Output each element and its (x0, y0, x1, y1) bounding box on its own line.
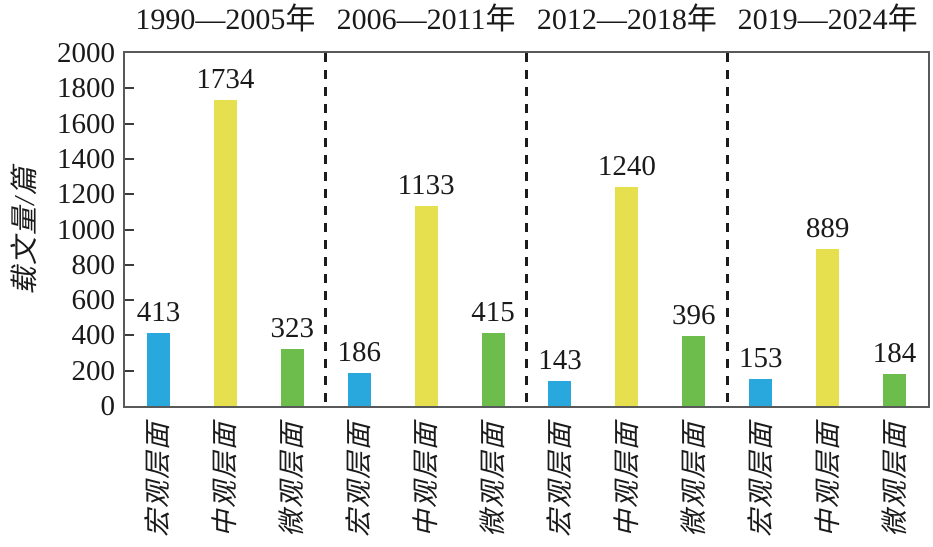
y-axis-tick-label: 0 (100, 390, 116, 422)
bar-value-label: 186 (337, 336, 381, 369)
y-axis-tick-label: 1800 (57, 72, 115, 105)
y-axis-tick (125, 157, 134, 160)
bar-value-label: 1240 (597, 150, 656, 183)
bar (883, 373, 907, 406)
y-axis-tick-label: 1600 (57, 107, 115, 140)
x-axis-tick-label: 宏观层面 (745, 421, 776, 537)
y-axis-tick (125, 228, 134, 231)
bar (213, 99, 237, 406)
group-period-label: 2006—2011年 (336, 3, 516, 36)
bar (146, 333, 170, 406)
bar-value-label: 143 (538, 343, 582, 376)
y-axis-tick-label: 800 (71, 248, 116, 281)
bar (749, 379, 773, 406)
x-axis-tick-label: 微观层面 (879, 421, 910, 537)
x-axis-tick-label: 微观层面 (478, 421, 509, 537)
bar-value-label: 413 (136, 296, 181, 329)
y-axis-tick-label: 1200 (57, 178, 115, 211)
x-axis-tick-label: 微观层面 (277, 421, 308, 537)
x-axis-tick-label: 中观层面 (210, 421, 241, 537)
bar (347, 373, 371, 406)
group-period-label: 2012—2018年 (536, 3, 717, 36)
x-axis-tick-label: 中观层面 (411, 421, 442, 537)
bar-value-label: 184 (872, 336, 917, 369)
bar-value-label: 1133 (397, 169, 455, 202)
bar-value-label: 889 (805, 212, 850, 245)
x-axis-tick-label: 中观层面 (611, 421, 642, 537)
bar (548, 380, 572, 406)
y-axis-tick-label: 1400 (57, 142, 115, 175)
y-axis-tick (125, 369, 134, 372)
bar-value-label: 153 (738, 341, 783, 374)
x-axis-tick-label: 宏观层面 (344, 421, 375, 537)
y-axis-tick-label: 200 (71, 354, 116, 387)
bar (481, 332, 505, 406)
y-axis-tick (125, 87, 134, 90)
y-axis-tick-label: 2000 (57, 37, 115, 69)
bar-value-label: 396 (672, 299, 716, 332)
x-axis-tick-label: 微观层面 (678, 421, 709, 537)
y-axis-tick-label: 1000 (57, 213, 115, 246)
x-axis-tick-label: 宏观层面 (544, 421, 575, 537)
bar (615, 187, 639, 406)
y-axis-tick-label: 400 (71, 319, 116, 352)
group-separator-line (725, 53, 729, 406)
bar-value-label: 323 (270, 311, 315, 344)
y-axis-tick (125, 122, 134, 125)
y-axis-tick (125, 299, 134, 302)
bar (816, 249, 840, 406)
bar-value-label: 415 (471, 295, 515, 328)
y-axis-tick-label: 600 (71, 284, 116, 317)
plot-area (125, 53, 928, 406)
x-axis-tick-label: 宏观层面 (143, 421, 174, 537)
y-axis-tick (125, 193, 134, 196)
group-separator-line (525, 53, 528, 406)
x-axis-tick-label: 中观层面 (812, 421, 843, 537)
bar (280, 349, 304, 406)
y-axis-tick (125, 263, 134, 266)
group-period-label: 2019—2024年 (737, 3, 918, 36)
group-separator-line (324, 53, 328, 406)
bar (414, 206, 438, 406)
y-axis-tick (125, 334, 134, 337)
bar-value-label: 1734 (196, 62, 255, 95)
bar (682, 336, 706, 406)
group-period-label: 1990—2005年 (135, 3, 316, 36)
